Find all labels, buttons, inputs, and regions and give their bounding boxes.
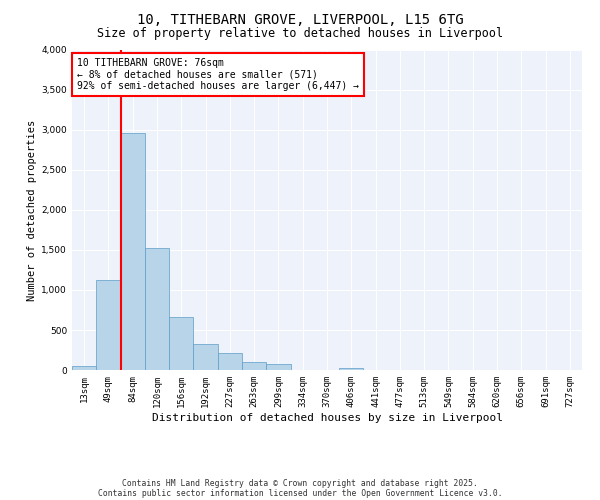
Bar (145, 248, 169, 370)
Text: Contains HM Land Registry data © Crown copyright and database right 2025.: Contains HM Land Registry data © Crown c… (122, 478, 478, 488)
Bar (121, 133, 145, 370)
Bar (169, 317, 193, 370)
Y-axis label: Number of detached properties: Number of detached properties (27, 120, 37, 300)
Bar (339, 368, 364, 370)
Bar (96, 280, 121, 370)
Bar (242, 362, 266, 370)
Text: Size of property relative to detached houses in Liverpool: Size of property relative to detached ho… (97, 28, 503, 40)
Bar (218, 353, 242, 370)
Bar (72, 366, 96, 370)
Text: 10 TITHEBARN GROVE: 76sqm
← 8% of detached houses are smaller (571)
92% of semi-: 10 TITHEBARN GROVE: 76sqm ← 8% of detach… (77, 58, 359, 91)
X-axis label: Distribution of detached houses by size in Liverpool: Distribution of detached houses by size … (151, 412, 503, 422)
Bar (193, 344, 218, 370)
Text: 10, TITHEBARN GROVE, LIVERPOOL, L15 6TG: 10, TITHEBARN GROVE, LIVERPOOL, L15 6TG (137, 12, 463, 26)
Text: Contains public sector information licensed under the Open Government Licence v3: Contains public sector information licen… (98, 488, 502, 498)
Bar (266, 364, 290, 370)
